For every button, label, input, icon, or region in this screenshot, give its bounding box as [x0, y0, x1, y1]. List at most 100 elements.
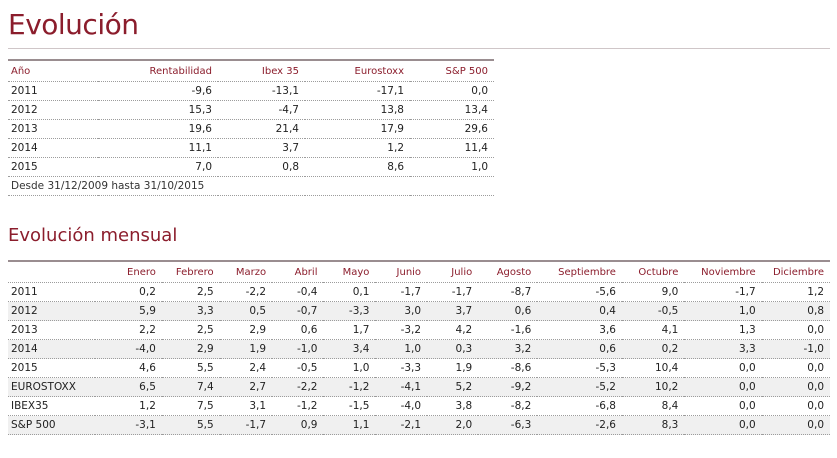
value-cell: -1,7	[245, 419, 267, 431]
column-header: Septiembre	[558, 266, 616, 278]
column-header: Año	[11, 65, 31, 77]
value-cell: 2,7	[249, 381, 267, 393]
column-header: Julio	[451, 266, 473, 278]
value-cell: 29,6	[464, 123, 488, 135]
table-row: S&P 500 -3,1 5,5 -1,7 0,9 1,1 -2,1 2,0 -6,3 -2,6 8…	[8, 415, 830, 435]
value-cell: 0,0	[807, 362, 824, 374]
table-row: 2011 -9,6 -13,1 -17,1 0,0	[8, 81, 494, 101]
row-label: 2015	[11, 161, 38, 173]
value-cell: 9,0	[661, 286, 679, 298]
value-cell: 4,6	[139, 362, 156, 374]
row-label: S&P 500	[11, 419, 56, 431]
column-header: Junio	[396, 266, 422, 278]
value-cell: 3,0	[404, 305, 422, 317]
column-header: Rentabilidad	[149, 65, 212, 77]
value-cell: -3,2	[400, 324, 422, 336]
value-cell: 3,1	[249, 400, 267, 412]
value-cell: -13,1	[271, 85, 299, 97]
annual-body: 2011 -9,6 -13,1 -17,1 0,0 2012 15,3 -4,7 13,8 13,…	[8, 81, 494, 196]
value-cell: -5,6	[595, 286, 616, 298]
row-label: 2012	[11, 104, 38, 116]
value-cell: 6,5	[139, 381, 156, 393]
monthly-header-row: Enero Febrero Marzo Abril Mayo Junio Julio Agos…	[8, 261, 830, 283]
value-cell: 3,4	[352, 343, 370, 355]
value-cell: -4,7	[278, 104, 300, 116]
value-cell: -6,3	[510, 419, 532, 431]
value-cell: 4,2	[455, 324, 473, 336]
row-label: 2011	[11, 286, 38, 298]
table-row: 2013 19,6 21,4 17,9 29,6	[8, 119, 494, 139]
monthly-body: 2011 0,2 2,5 -2,2 -0,4 0,1 -1,7 -1,7 -8,7 -5,6 9,0…	[8, 282, 830, 435]
value-cell: 4,1	[661, 324, 679, 336]
value-cell: -3,3	[348, 305, 370, 317]
value-cell: 0,8	[807, 305, 824, 317]
value-cell: 10,4	[654, 362, 679, 374]
value-cell: 0,8	[282, 161, 299, 173]
value-cell: 11,4	[464, 142, 488, 154]
value-cell: -9,6	[191, 85, 213, 97]
table-row: 2014 -4,0 2,9 1,9 -1,0 3,4 1,0 0,3 3,2 0,6 0,2 3,3 -…	[8, 339, 830, 359]
value-cell: 0,5	[249, 305, 267, 317]
value-cell: -8,7	[510, 286, 532, 298]
column-header	[8, 261, 95, 283]
value-cell: 0,0	[807, 381, 824, 393]
value-cell: 1,3	[738, 324, 756, 336]
value-cell: 1,9	[249, 343, 267, 355]
value-cell: -1,0	[296, 343, 318, 355]
column-header: Noviembre	[701, 266, 756, 278]
value-cell: 10,2	[654, 381, 679, 393]
value-cell: -4,0	[400, 400, 422, 412]
value-cell: -0,7	[296, 305, 318, 317]
column-header: Eurostoxx	[354, 65, 404, 77]
value-cell: -9,2	[510, 381, 532, 393]
value-cell: 2,2	[139, 324, 156, 336]
table-row: 2012 5,9 3,3 0,5 -0,7 -3,3 3,0 3,7 0,6 0,4 -0,5 1,0…	[8, 301, 830, 321]
value-cell: 0,0	[807, 419, 824, 431]
value-cell: 0,6	[300, 324, 318, 336]
value-cell: 0,2	[661, 343, 679, 355]
column-header: Octubre	[638, 266, 679, 278]
value-cell: -1,7	[451, 286, 473, 298]
value-cell: 7,5	[196, 400, 214, 412]
value-cell: 7,0	[195, 161, 212, 173]
value-cell: 0,0	[471, 85, 488, 97]
value-cell: 7,4	[196, 381, 214, 393]
value-cell: 0,1	[352, 286, 370, 298]
monthly-returns-table: Enero Febrero Marzo Abril Mayo Junio Julio Agos…	[8, 260, 830, 435]
value-cell: -1,5	[348, 400, 370, 412]
column-header: Agosto	[496, 266, 532, 278]
value-cell: 0,4	[599, 305, 616, 317]
table-row: 2014 11,1 3,7 1,2 11,4	[8, 138, 494, 158]
row-label: 2014	[11, 343, 38, 355]
date-range-note: Desde 31/12/2009 hasta 31/10/2015	[11, 180, 205, 192]
title-divider	[8, 48, 830, 49]
value-cell: 2,9	[196, 343, 214, 355]
value-cell: 0,0	[738, 381, 756, 393]
value-cell: 0,9	[300, 419, 318, 431]
row-label: 2013	[11, 123, 38, 135]
value-cell: 5,5	[196, 362, 214, 374]
value-cell: -0,4	[296, 286, 318, 298]
value-cell: -1,2	[296, 400, 318, 412]
value-cell: 3,2	[514, 343, 532, 355]
column-header: Mayo	[342, 266, 370, 278]
value-cell: 8,4	[661, 400, 679, 412]
value-cell: -0,5	[657, 305, 679, 317]
table-row: 2015 7,0 0,8 8,6 1,0	[8, 157, 494, 177]
table-row: 2013 2,2 2,5 2,9 0,6 1,7 -3,2 4,2 -1,6 3,6 4,1 1,3 0…	[8, 320, 830, 340]
table-row: 2011 0,2 2,5 -2,2 -0,4 0,1 -1,7 -1,7 -8,7 -5,6 9,0…	[8, 282, 830, 302]
value-cell: 0,6	[599, 343, 616, 355]
value-cell: 2,5	[196, 324, 214, 336]
value-cell: -3,1	[135, 419, 156, 431]
value-cell: 1,7	[352, 324, 370, 336]
value-cell: 2,9	[249, 324, 267, 336]
value-cell: 5,5	[196, 419, 214, 431]
value-cell: 0,0	[807, 324, 824, 336]
value-cell: 1,2	[387, 142, 404, 154]
value-cell: 15,3	[188, 104, 212, 116]
column-header: S&P 500	[445, 65, 488, 77]
value-cell: 0,0	[738, 419, 756, 431]
value-cell: 2,0	[455, 419, 473, 431]
value-cell: 1,0	[404, 343, 422, 355]
value-cell: 2,4	[249, 362, 267, 374]
